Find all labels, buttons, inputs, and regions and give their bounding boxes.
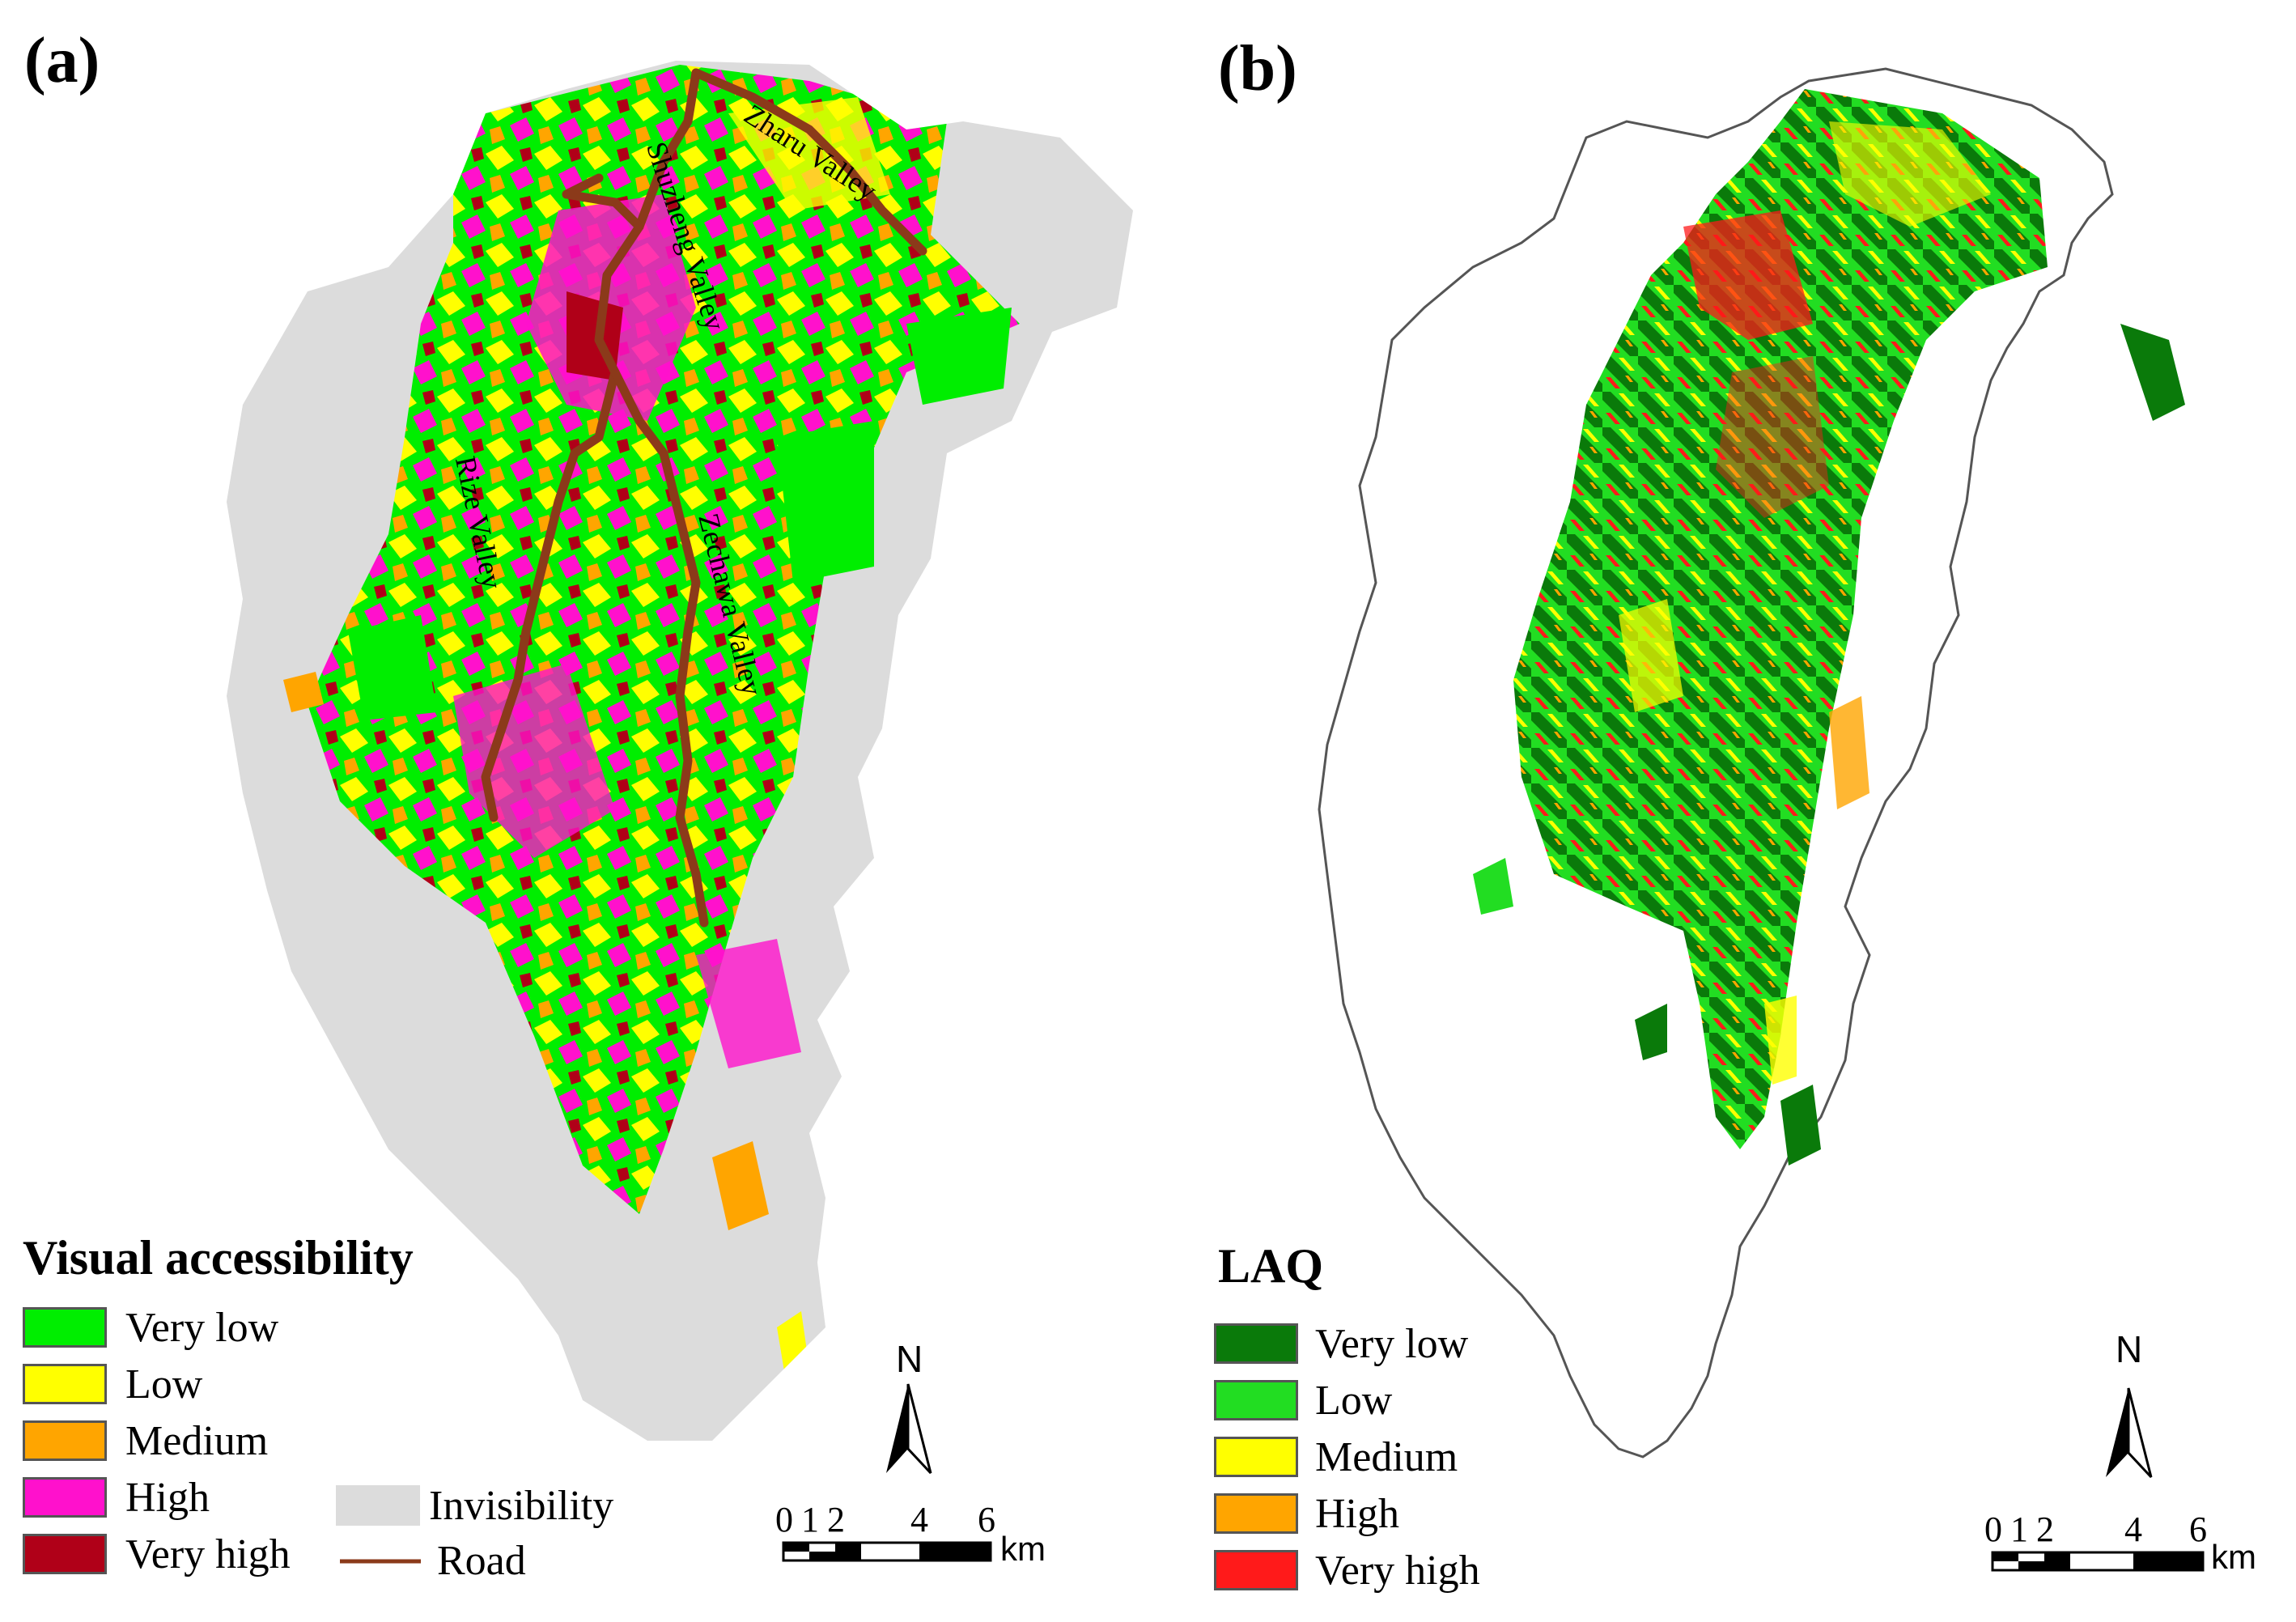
scale-bar-a: [782, 1541, 992, 1562]
scale-bar-b: [1991, 1551, 2205, 1572]
legend-a-swatch-invisibility: [336, 1485, 420, 1526]
scale-a-tick-4: 4: [910, 1500, 928, 1539]
legend-a-swatch-very-high: [23, 1534, 107, 1574]
scale-a-tick-6: 6: [978, 1500, 995, 1539]
legend-a-label-invisibility: Invisibility: [429, 1483, 614, 1529]
panel-a-label: (a): [24, 25, 100, 96]
legend-b-label-very-low: Very low: [1315, 1321, 1469, 1367]
legend-a-label-very-high: Very high: [125, 1531, 291, 1577]
scale-b-unit: km: [2211, 1538, 2256, 1576]
legend-b-label-very-high: Very high: [1315, 1548, 1480, 1594]
scale-a-tick-2: 2: [827, 1500, 845, 1539]
map-a-visibility-classes: [283, 65, 1020, 1376]
legend-a-label-road: Road: [437, 1538, 526, 1584]
legend-a-swatch-high: [23, 1477, 107, 1518]
legend-a-label-low: Low: [125, 1361, 203, 1408]
legend-b-swatch-low: [1214, 1380, 1298, 1420]
map-a-roads: [481, 68, 927, 928]
scale-a-unit: km: [1000, 1530, 1046, 1568]
legend-a-title: Visual accessibility: [23, 1231, 414, 1284]
legend-b-swatch-medium: [1214, 1437, 1298, 1477]
scale-a-tick-0: 0: [775, 1500, 793, 1539]
legend-a-label-very-low: Very low: [125, 1305, 279, 1351]
north-label-a: N: [896, 1338, 923, 1380]
scale-b-tick-0: 0: [1984, 1509, 2002, 1549]
scale-b-tick-1: 1: [2010, 1509, 2028, 1549]
legend-b-swatch-high: [1214, 1493, 1298, 1534]
north-label-b: N: [2116, 1328, 2143, 1370]
panel-b-label: (b): [1218, 33, 1297, 104]
scale-b-tick-4: 4: [2124, 1509, 2142, 1549]
legend-b-swatch-very-low: [1214, 1323, 1298, 1364]
legend-a-swatch-medium: [23, 1420, 107, 1461]
legend-b-label-low: Low: [1315, 1378, 1393, 1424]
scale-a-tick-1: 1: [801, 1500, 819, 1539]
legend-a-label-medium: Medium: [125, 1418, 269, 1464]
north-arrow-b-icon: [2106, 1387, 2153, 1479]
scale-b-tick-6: 6: [2189, 1509, 2207, 1549]
legend-b-label-medium: Medium: [1315, 1434, 1458, 1480]
legend-b-swatch-very-high: [1214, 1550, 1298, 1590]
map-b-laq-classes: [1473, 89, 2185, 1166]
legend-a-swatch-low: [23, 1364, 107, 1404]
legend-a-label-high: High: [125, 1475, 210, 1521]
legend-b-title: LAQ: [1218, 1239, 1324, 1293]
legend-a-swatch-very-low: [23, 1307, 107, 1348]
north-arrow-a-icon: [886, 1383, 932, 1475]
scale-b-tick-2: 2: [2036, 1509, 2054, 1549]
legend-b-label-high: High: [1315, 1491, 1399, 1537]
